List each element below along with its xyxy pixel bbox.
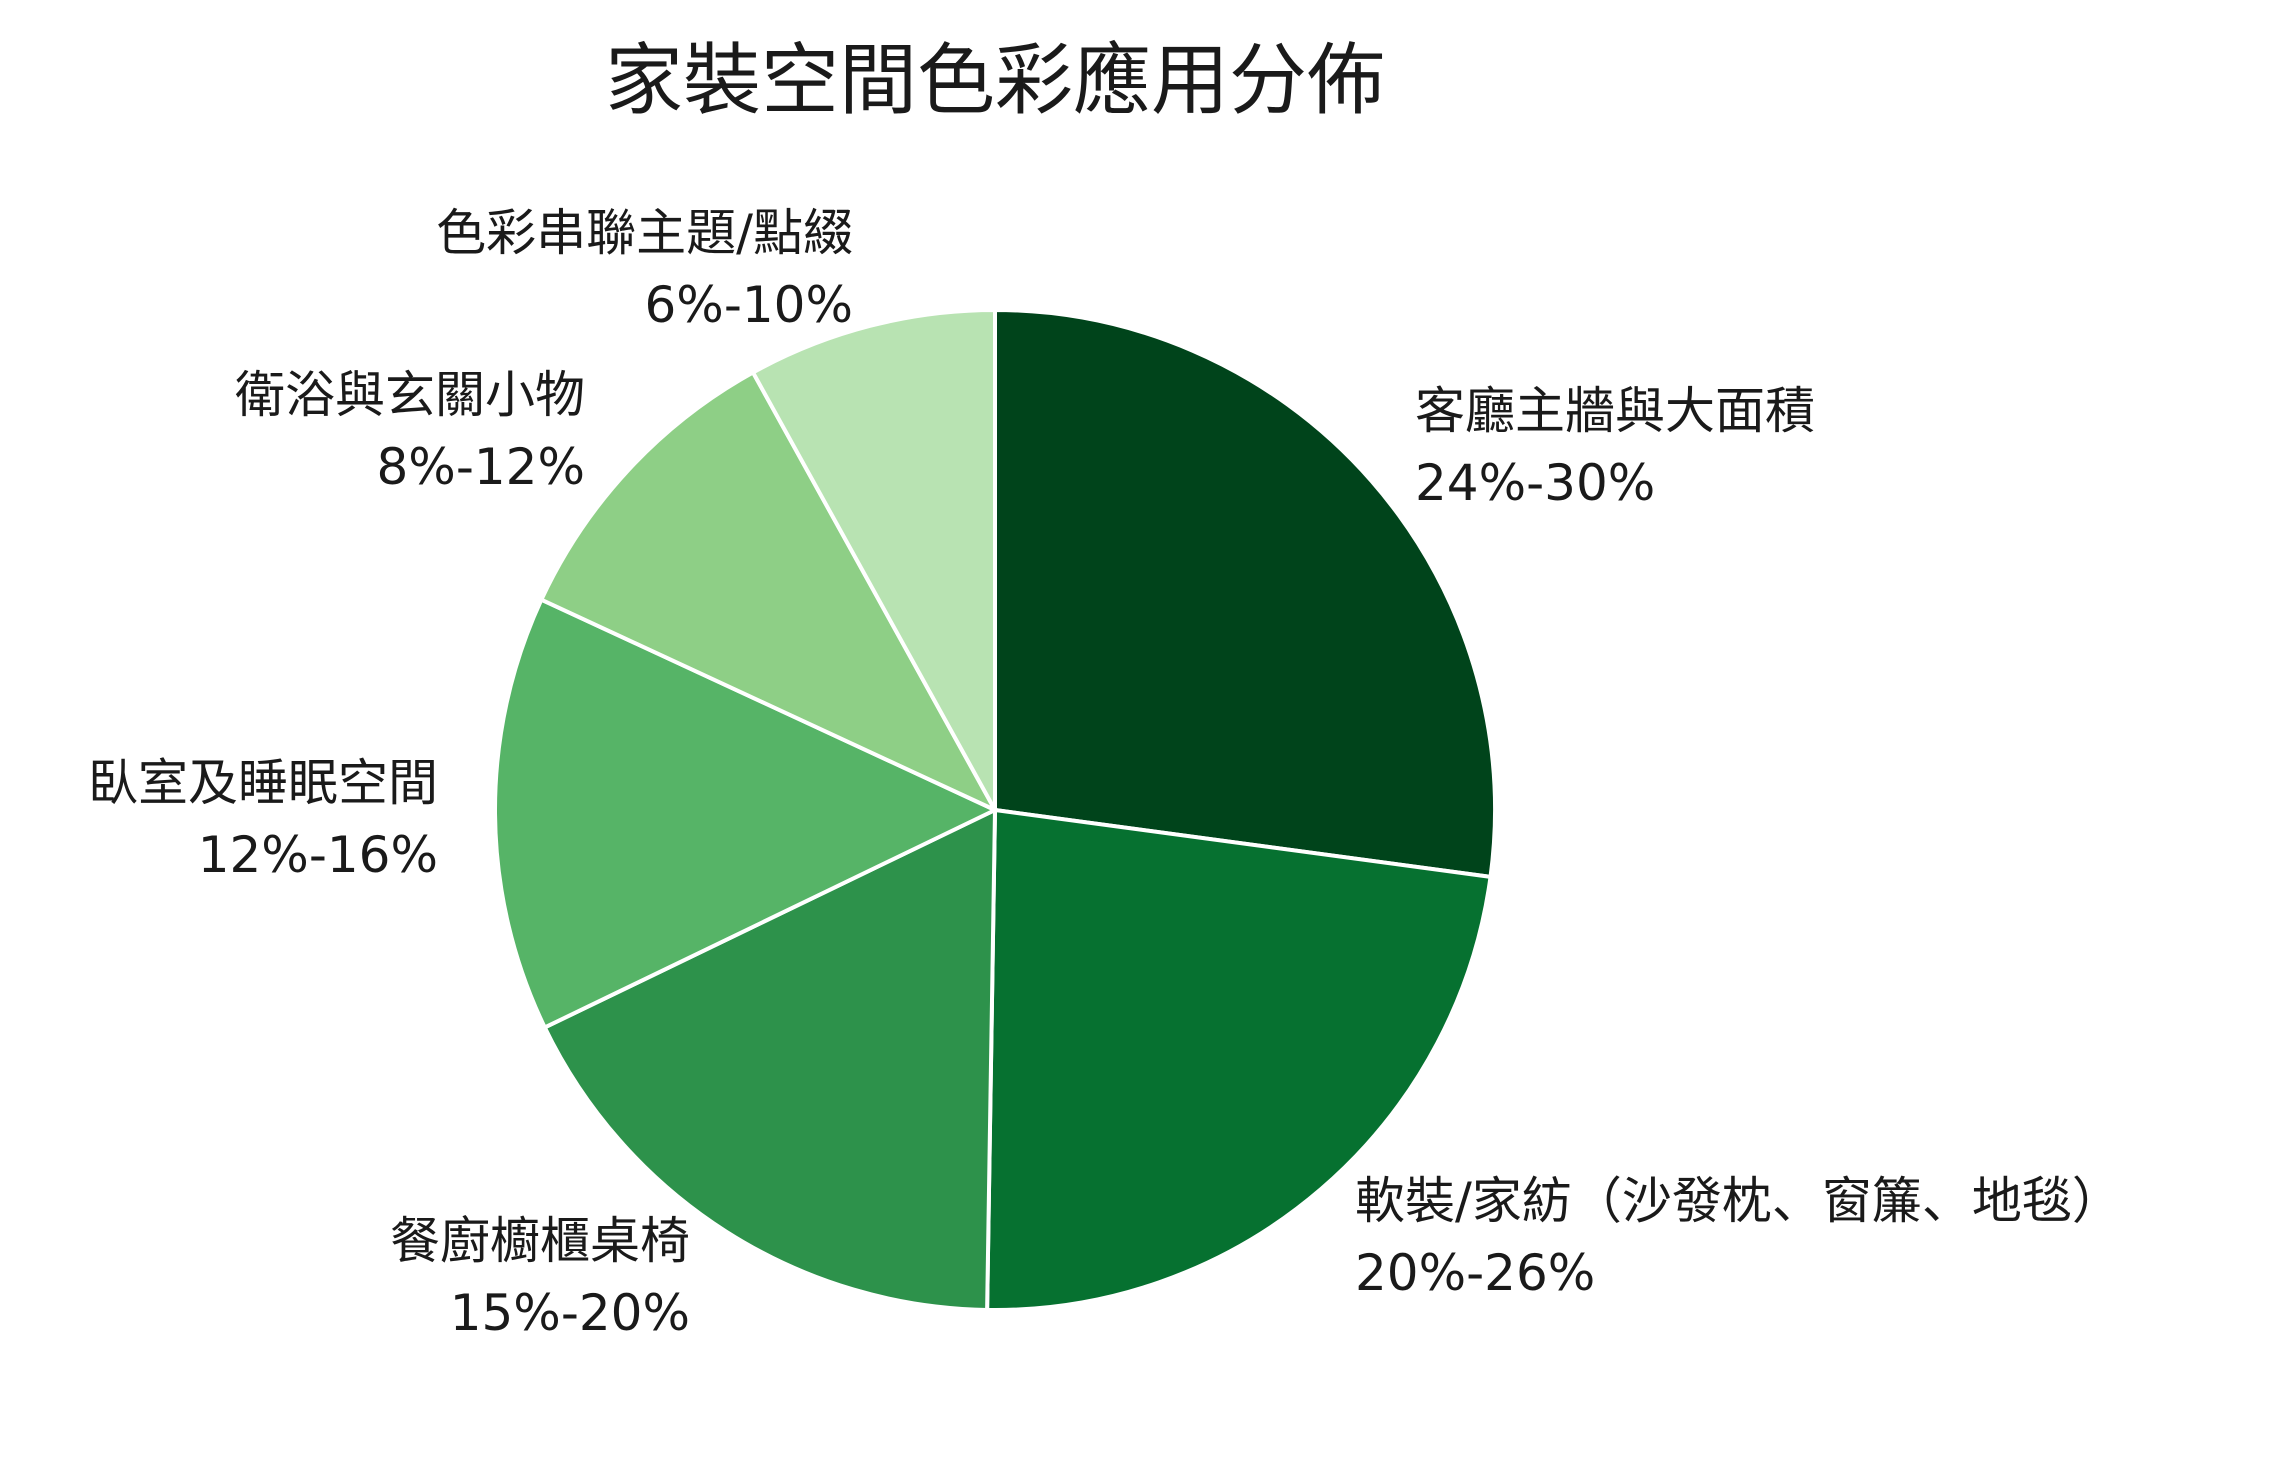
slice-label-1: 客廳主牆與大面積 [1415,382,1815,440]
slice-range-1: 24%-30% [1415,454,1655,512]
slice-range-2: 20%-26% [1355,1244,1595,1302]
slice-range-6: 6%-10% [645,276,854,334]
slice-label-4: 臥室及睡眠空間 [88,754,438,812]
slice-label-5: 衛浴與玄關小物 [235,366,585,424]
pie-slice-5 [539,370,997,812]
slice-label-6: 色彩串聯主題/點綴 [436,204,853,262]
pie-slice-6 [751,308,997,812]
slice-range-5: 8%-12% [377,438,586,496]
slice-range-3: 15%-20% [450,1284,690,1342]
slice-label-2: 軟裝/家紡（沙發枕、窗簾、地毯） [1355,1172,2122,1230]
pie-slice-2 [985,808,1493,1312]
slice-range-4: 12%-16% [198,826,438,884]
chart-title: 家裝空間色彩應用分佈 [604,36,1385,126]
slice-labels: 客廳主牆與大面積 24%-30% 軟裝/家紡（沙發枕、窗簾、地毯） 20%-26% 餐廚… [88,204,2122,1342]
pie-slice-4 [493,597,997,1030]
pie-slices [493,308,1497,1312]
pie-slice-3 [542,808,997,1312]
slice-label-3: 餐廚櫥櫃桌椅 [390,1212,690,1270]
pie-slice-1 [993,308,1497,879]
